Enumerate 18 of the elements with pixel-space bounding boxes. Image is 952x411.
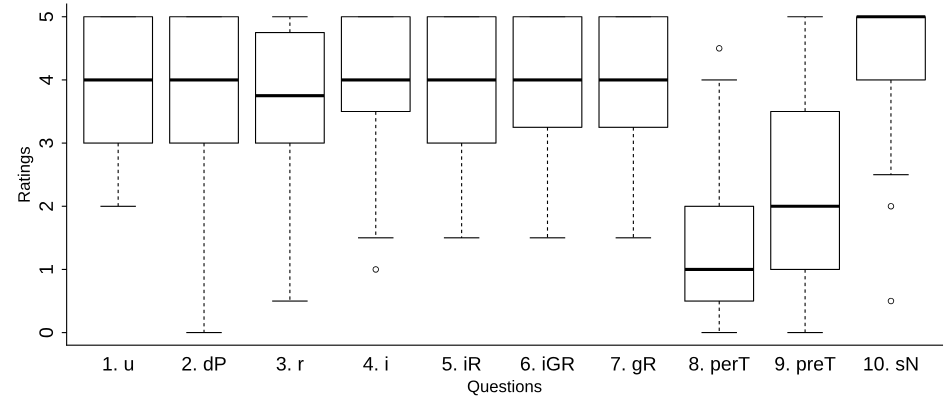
x-tick-label: 10. sN [864, 356, 918, 371]
y-axis-title: Ratings [18, 147, 34, 202]
x-tick-label: 9. preT [775, 356, 836, 374]
x-tick-label: 4. i [363, 356, 388, 370]
y-tick-label: 5 [40, 12, 54, 22]
y-tick-label: 2 [39, 202, 53, 211]
x-tick-label: 2. dP [182, 356, 226, 371]
y-tick-label: 1 [40, 264, 53, 274]
x-axis-title: Questions [468, 380, 542, 396]
y-tick-label: 3 [39, 138, 54, 148]
x-tick-label: 1. u [103, 357, 134, 371]
x-tick-label: 3. r [276, 356, 304, 371]
x-tick-label: 8. perT [689, 356, 750, 374]
x-tick-label: 6. iGR [520, 356, 574, 371]
y-tick-label: 4 [40, 75, 53, 85]
y-tick-label: 0 [39, 328, 54, 338]
x-tick-label: 5. iR [442, 356, 481, 371]
x-tick-label: 7. gR [611, 357, 656, 374]
